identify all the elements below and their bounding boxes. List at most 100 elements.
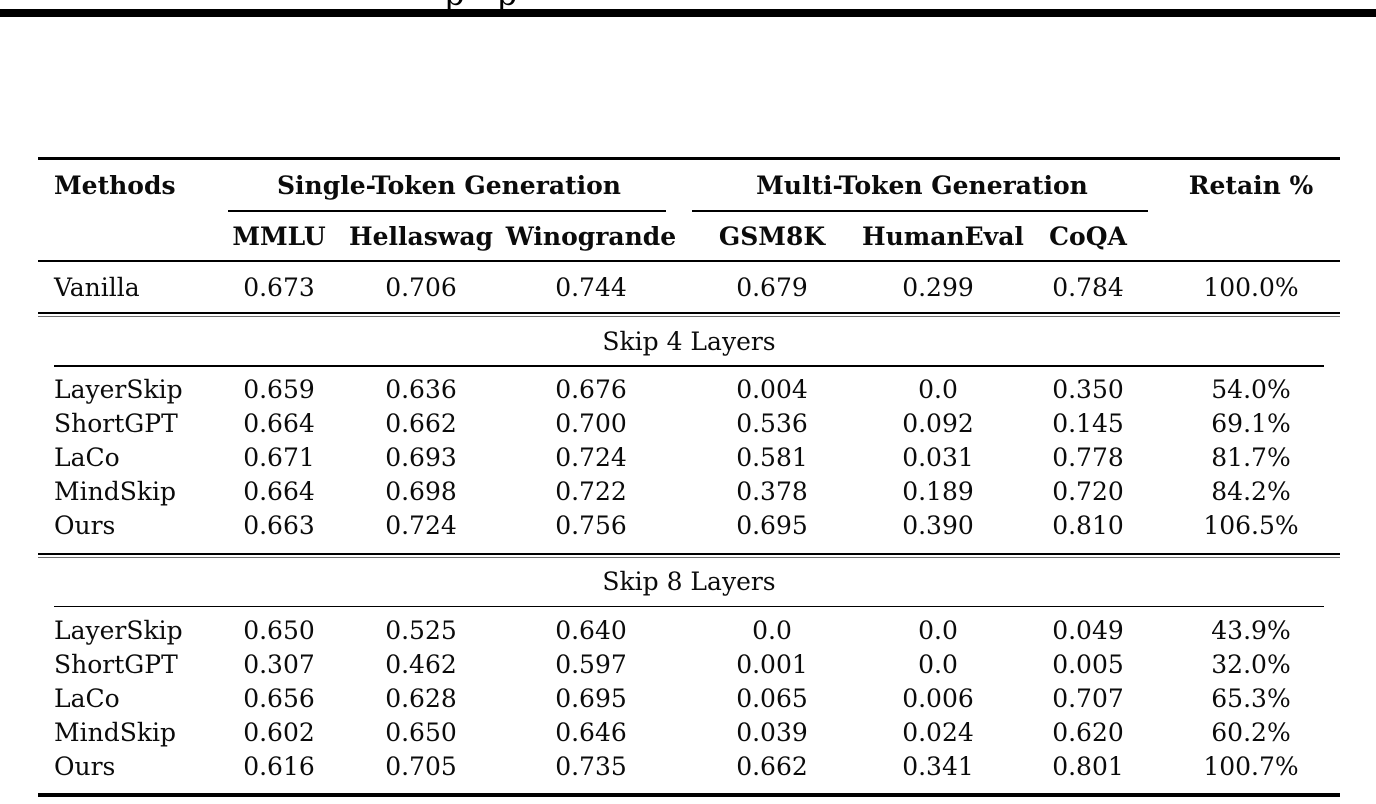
value-cell: 0.065 bbox=[736, 683, 808, 713]
subheader-coqa: CoQA bbox=[1049, 221, 1127, 251]
section-title-rule bbox=[54, 605, 1324, 607]
table-top-rule bbox=[38, 157, 1340, 160]
value-cell: 0.720 bbox=[1052, 477, 1124, 506]
table-group-header-row: Methods Single-Token Generation Multi-To… bbox=[38, 160, 1340, 210]
header-bottom-rule bbox=[38, 260, 1340, 262]
table-row-shortgpt: ShortGPT 0.307 0.462 0.597 0.001 0.0 0.0… bbox=[38, 647, 1340, 681]
value-cell: 0.0 bbox=[918, 615, 958, 645]
table-row-shortgpt: ShortGPT 0.664 0.662 0.700 0.536 0.092 0… bbox=[38, 407, 1340, 441]
value-cell: 0.801 bbox=[1052, 751, 1124, 781]
value-cell: 0.636 bbox=[385, 375, 457, 404]
value-cell: 0.031 bbox=[902, 443, 974, 472]
method-cell: Ours bbox=[54, 511, 116, 540]
value-cell: 0.662 bbox=[385, 409, 457, 438]
method-cell: LayerSkip bbox=[54, 615, 183, 645]
section-title-skip-8-layers: Skip 8 Layers bbox=[38, 558, 1340, 606]
value-cell: 0.049 bbox=[1052, 615, 1124, 645]
value-cell: 0.581 bbox=[736, 443, 808, 472]
retain-cell: 65.3% bbox=[1211, 683, 1291, 713]
value-cell: 0.662 bbox=[736, 751, 808, 781]
value-cell: 0.695 bbox=[736, 511, 808, 540]
value-cell: 0.616 bbox=[243, 751, 315, 781]
value-cell: 0.006 bbox=[902, 683, 974, 713]
method-cell: LaCo bbox=[54, 683, 120, 713]
method-cell: Ours bbox=[54, 751, 116, 781]
section-skip-8-body: LayerSkip 0.650 0.525 0.640 0.0 0.0 0.04… bbox=[38, 607, 1340, 793]
value-cell: 0.664 bbox=[243, 409, 315, 438]
value-cell: 0.784 bbox=[1052, 272, 1124, 302]
subheader-gsm8k: GSM8K bbox=[718, 221, 826, 251]
results-table: Methods Single-Token Generation Multi-To… bbox=[38, 157, 1340, 797]
single-token-underline-rule bbox=[228, 210, 666, 212]
multi-token-underline-rule bbox=[692, 210, 1148, 212]
value-cell: 0.350 bbox=[1052, 375, 1124, 404]
table-row-ours: Ours 0.663 0.724 0.756 0.695 0.390 0.810… bbox=[38, 509, 1340, 543]
group-header-single-token: Single-Token Generation bbox=[277, 170, 621, 200]
method-cell: LayerSkip bbox=[54, 375, 183, 404]
value-cell: 0.462 bbox=[385, 649, 457, 679]
value-cell: 0.676 bbox=[555, 375, 627, 404]
value-cell: 0.650 bbox=[385, 717, 457, 747]
value-cell: 0.778 bbox=[1052, 443, 1124, 472]
value-cell: 0.706 bbox=[385, 272, 457, 302]
group-header-multi-token: Multi-Token Generation bbox=[756, 170, 1088, 200]
descender-glyphs: p p bbox=[444, 0, 517, 9]
value-cell: 0.525 bbox=[385, 615, 457, 645]
value-cell: 0.039 bbox=[736, 717, 808, 747]
value-cell: 0.602 bbox=[243, 717, 315, 747]
value-cell: 0.695 bbox=[555, 683, 627, 713]
section-title-rule bbox=[54, 365, 1324, 367]
page-divider-bar bbox=[0, 9, 1376, 17]
table-row-mindskip: MindSkip 0.664 0.698 0.722 0.378 0.189 0… bbox=[38, 475, 1340, 509]
table-row-mindskip: MindSkip 0.602 0.650 0.646 0.039 0.024 0… bbox=[38, 715, 1340, 749]
value-cell: 0.189 bbox=[902, 477, 974, 506]
value-cell: 0.536 bbox=[736, 409, 808, 438]
value-cell: 0.756 bbox=[555, 511, 627, 540]
value-cell: 0.024 bbox=[902, 717, 974, 747]
value-cell: 0.722 bbox=[555, 477, 627, 506]
table-row-vanilla: Vanilla 0.673 0.706 0.744 0.679 0.299 0.… bbox=[38, 262, 1340, 312]
value-cell: 0.810 bbox=[1052, 511, 1124, 540]
section-divider-rule bbox=[38, 312, 1340, 317]
value-cell: 0.341 bbox=[902, 751, 974, 781]
section-title-text: Skip 4 Layers bbox=[602, 326, 776, 356]
retain-cell: 32.0% bbox=[1211, 649, 1291, 679]
value-cell: 0.628 bbox=[385, 683, 457, 713]
group-header-rules-row bbox=[38, 210, 1340, 212]
retain-cell: 106.5% bbox=[1203, 511, 1299, 540]
value-cell: 0.735 bbox=[555, 751, 627, 781]
table-bottom-rule bbox=[38, 793, 1340, 797]
value-cell: 0.005 bbox=[1052, 649, 1124, 679]
value-cell: 0.724 bbox=[555, 443, 627, 472]
value-cell: 0.0 bbox=[918, 375, 958, 404]
method-cell: Vanilla bbox=[54, 272, 140, 302]
value-cell: 0.659 bbox=[243, 375, 315, 404]
cropped-text-fragment: p p bbox=[0, 0, 1376, 9]
value-cell: 0.597 bbox=[555, 649, 627, 679]
value-cell: 0.705 bbox=[385, 751, 457, 781]
table-row-laco: LaCo 0.671 0.693 0.724 0.581 0.031 0.778… bbox=[38, 441, 1340, 475]
value-cell: 0.092 bbox=[902, 409, 974, 438]
retain-cell: 100.0% bbox=[1203, 272, 1299, 302]
method-cell: MindSkip bbox=[54, 717, 176, 747]
value-cell: 0.640 bbox=[555, 615, 627, 645]
table-row-layerskip: LayerSkip 0.650 0.525 0.640 0.0 0.0 0.04… bbox=[38, 613, 1340, 647]
retain-cell: 54.0% bbox=[1211, 375, 1291, 404]
subheader-humaneval: HumanEval bbox=[862, 221, 1024, 251]
method-cell: MindSkip bbox=[54, 477, 176, 506]
value-cell: 0.671 bbox=[243, 443, 315, 472]
value-cell: 0.663 bbox=[243, 511, 315, 540]
value-cell: 0.724 bbox=[385, 511, 457, 540]
value-cell: 0.145 bbox=[1052, 409, 1124, 438]
method-cell: ShortGPT bbox=[54, 649, 178, 679]
value-cell: 0.004 bbox=[736, 375, 808, 404]
value-cell: 0.656 bbox=[243, 683, 315, 713]
value-cell: 0.307 bbox=[243, 649, 315, 679]
table-row-laco: LaCo 0.656 0.628 0.695 0.065 0.006 0.707… bbox=[38, 681, 1340, 715]
value-cell: 0.390 bbox=[902, 511, 974, 540]
method-cell: ShortGPT bbox=[54, 409, 178, 438]
value-cell: 0.620 bbox=[1052, 717, 1124, 747]
value-cell: 0.650 bbox=[243, 615, 315, 645]
value-cell: 0.700 bbox=[555, 409, 627, 438]
section-skip-4-body: LayerSkip 0.659 0.636 0.676 0.004 0.0 0.… bbox=[38, 367, 1340, 553]
